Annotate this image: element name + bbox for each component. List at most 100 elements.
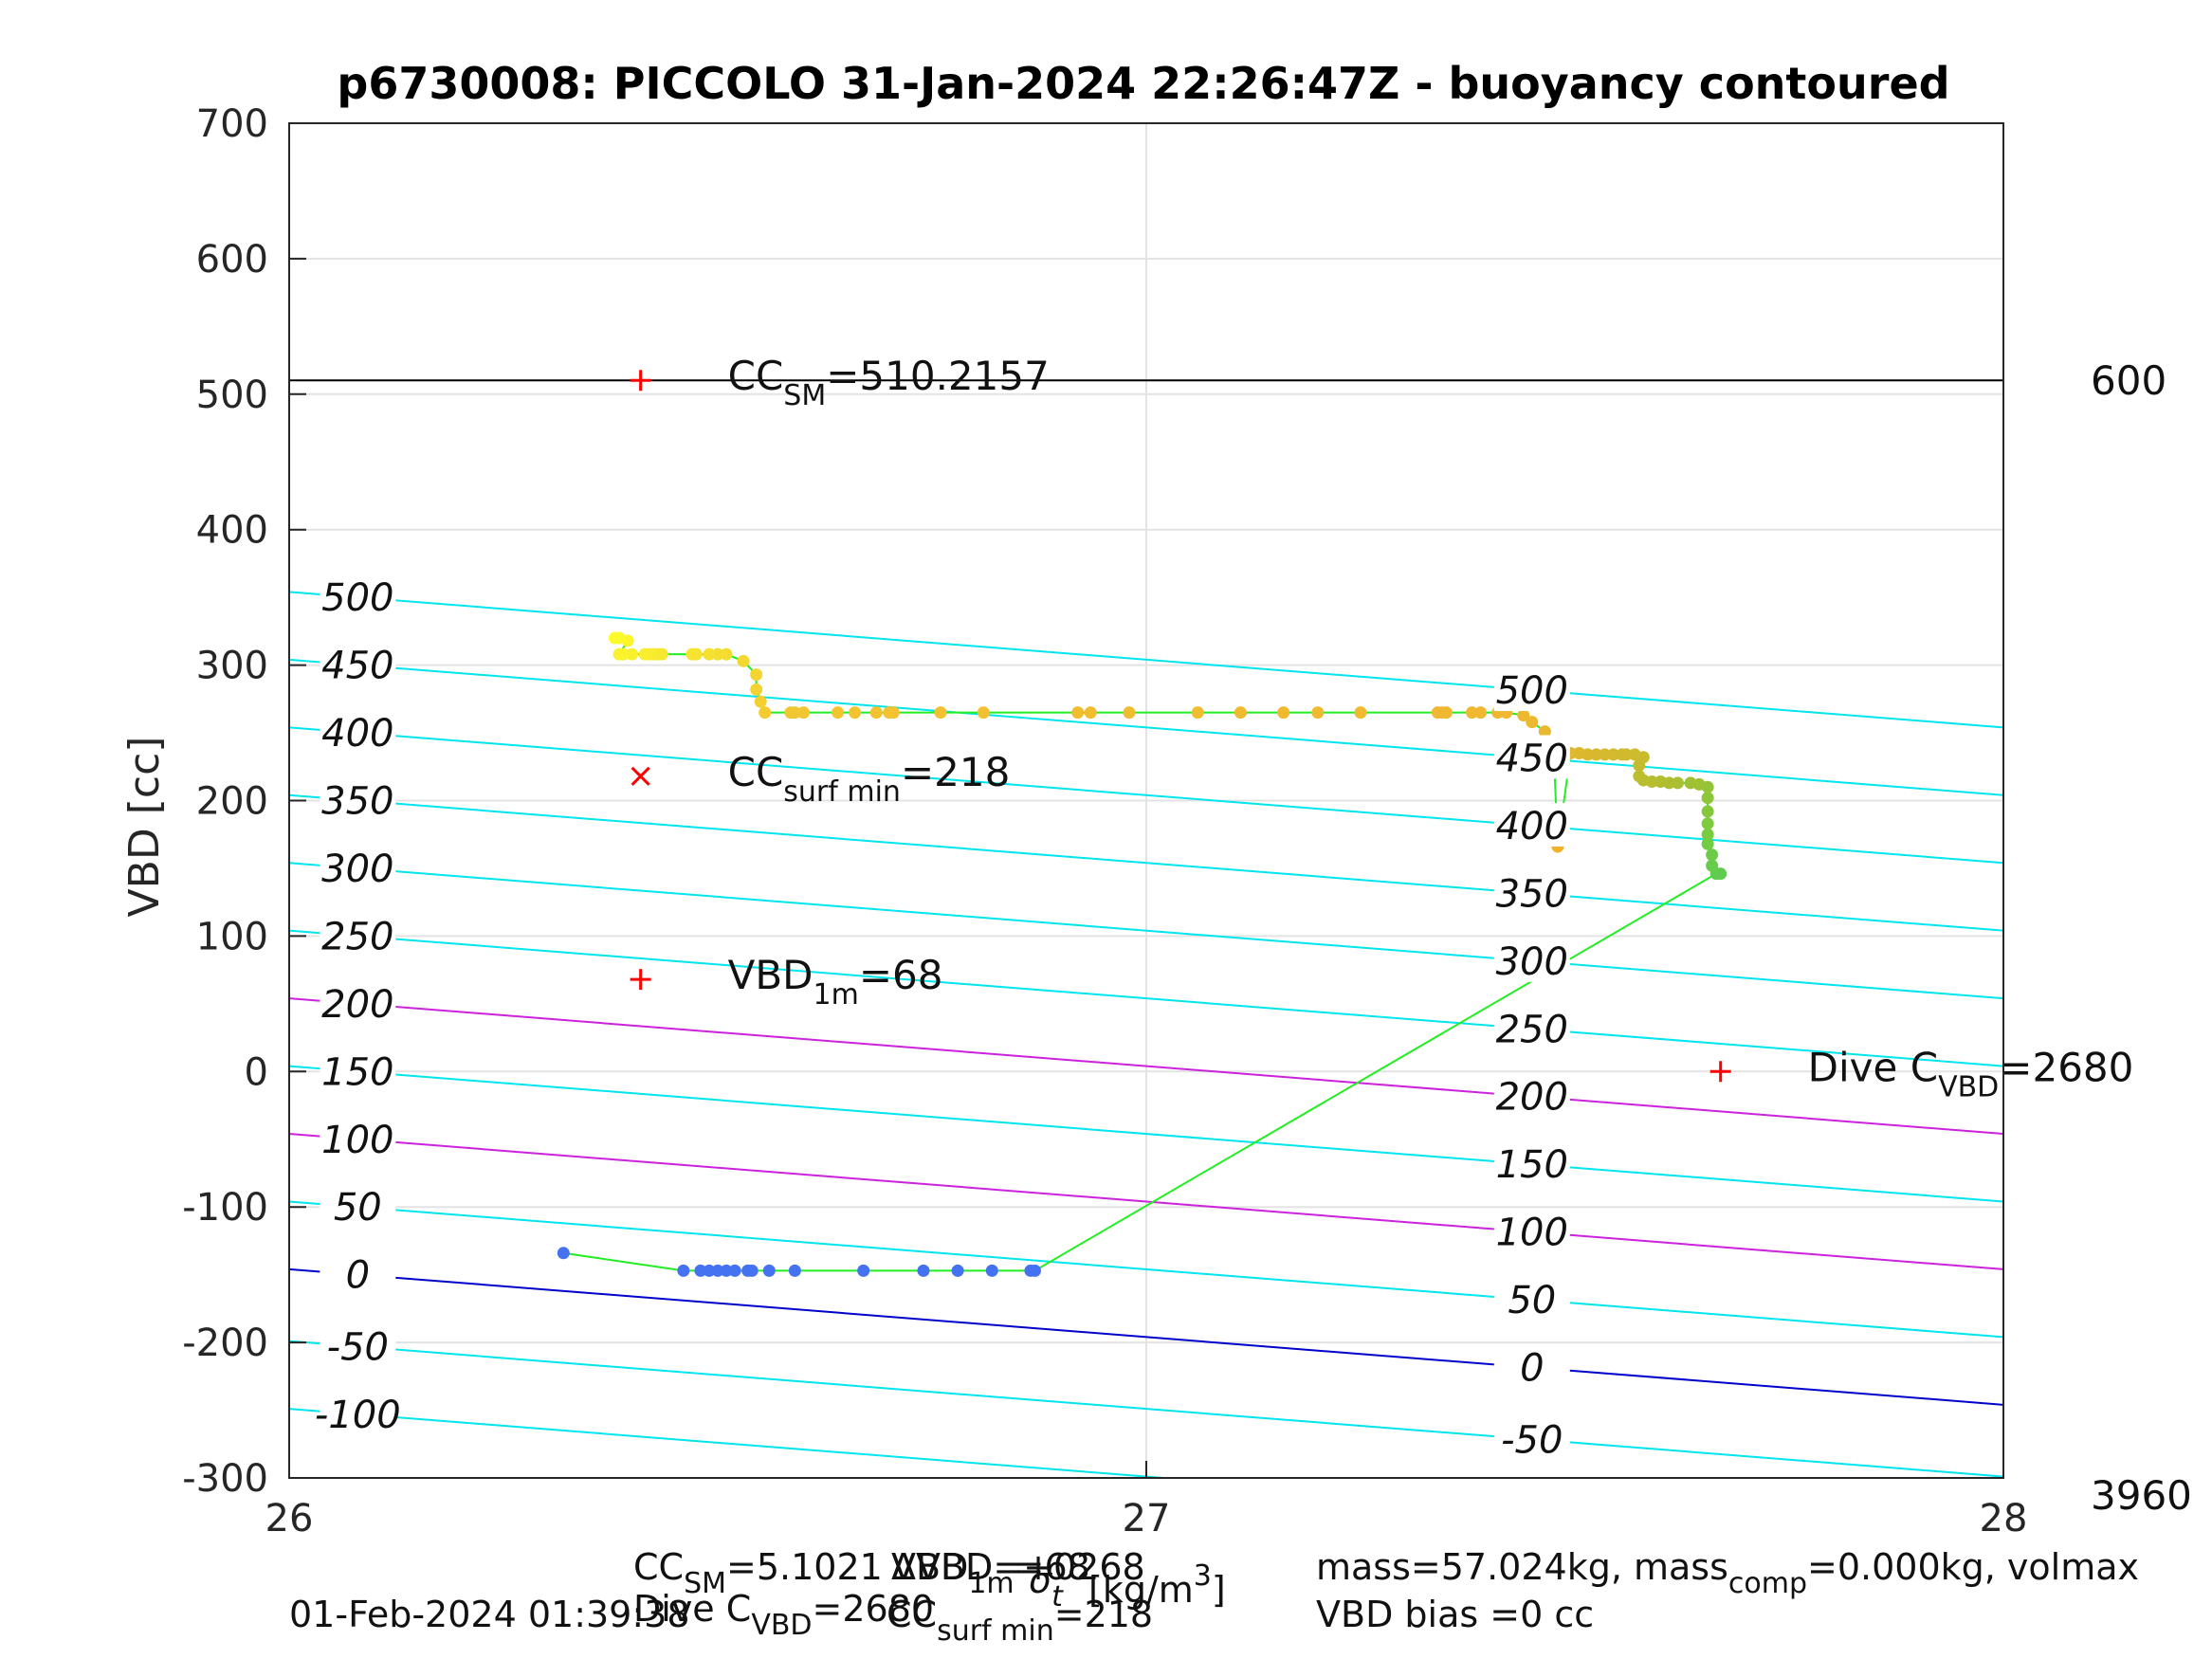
data-point (796, 706, 810, 720)
contour-label-450: 450 (321, 645, 393, 688)
data-point (703, 647, 716, 661)
data-point (720, 1264, 733, 1277)
data-point (677, 1264, 690, 1277)
contour-label-50: 50 (1508, 1279, 1556, 1322)
data-point (1701, 817, 1714, 830)
data-point (1123, 706, 1136, 720)
contour-label--50: -50 (327, 1325, 389, 1369)
contour-label-bg (320, 574, 396, 619)
data-point (1654, 775, 1667, 788)
contour-label-bg (1493, 802, 1570, 847)
contour-label-0: 0 (346, 1254, 370, 1298)
data-point (686, 647, 699, 661)
contour-label-500: 500 (321, 576, 393, 620)
footer-cc-surf-min: CCsurf min=218 (887, 1594, 1153, 1648)
plus-marker (630, 969, 651, 991)
data-point (750, 668, 763, 682)
data-point (1084, 706, 1097, 720)
contour-label-bg (1493, 667, 1570, 712)
contour-label-bg (1493, 1006, 1570, 1050)
contour-label-500: 500 (1496, 669, 1568, 713)
data-point (754, 695, 767, 708)
footer-line-1-right: mass=57.024kg, masscomp=0.000kg, volmax (1316, 1546, 2139, 1600)
contour-label-150: 150 (1496, 1143, 1568, 1187)
footer-date: 01-Feb-2024 01:39:38 (289, 1594, 690, 1635)
data-point (1671, 776, 1684, 790)
data-point (759, 706, 772, 720)
data-point (703, 1264, 716, 1277)
data-point (737, 654, 750, 667)
data-point (694, 1264, 707, 1277)
contour-label-bg (320, 642, 396, 686)
chart-title: p6730008: PICCOLO 31-Jan-2024 22:26:47Z … (337, 58, 1949, 109)
data-point (745, 1264, 759, 1277)
y-tick-label: 400 (196, 509, 268, 553)
contour-label-350: 350 (1496, 872, 1568, 916)
data-point (1628, 748, 1641, 761)
data-point (1526, 716, 1539, 729)
contour-label-300: 300 (1496, 940, 1568, 984)
contour-label-bg (320, 1391, 396, 1435)
annotation-label: CCsurf min=218 (728, 749, 1011, 809)
data-point (1191, 706, 1204, 720)
y-tick-label: -200 (182, 1322, 268, 1365)
y-axis-label: VBD [cc] (120, 737, 169, 918)
contour-label-bg (1493, 1073, 1570, 1118)
contour-label-bg (1493, 1209, 1570, 1253)
y-tick-label: 500 (196, 374, 268, 417)
contour-labels: -100-50050100150200250300350400450500-50… (315, 574, 1570, 1462)
contour-label-350: 350 (321, 780, 393, 824)
footer-vbd-bias: VBD bias =0 cc (1316, 1594, 1594, 1635)
footer-line-1-left: CCSM=5.1021 (633, 1546, 883, 1600)
contour-line-400 (289, 726, 2003, 865)
data-point (762, 1264, 776, 1277)
data-point (1573, 746, 1586, 759)
contour-line-500 (289, 591, 2003, 729)
contour-label--50: -50 (1501, 1418, 1563, 1462)
data-point (720, 647, 733, 661)
data-point (1706, 848, 1719, 862)
data-point (934, 706, 947, 720)
contour-label-bg (320, 845, 396, 889)
y-tick-label: 200 (196, 780, 268, 824)
y-tick-label: 300 (196, 645, 268, 688)
contour-label-250: 250 (1496, 1008, 1568, 1051)
data-point (832, 706, 845, 720)
data-point (612, 647, 626, 661)
data-point (609, 631, 622, 645)
contour-label-250: 250 (321, 915, 393, 958)
data-point (728, 1264, 741, 1277)
contour-label-100: 100 (1496, 1212, 1568, 1255)
data-point (1474, 706, 1488, 720)
x-tick-label: 27 (1123, 1497, 1171, 1540)
data-point (849, 706, 862, 720)
data-point (1616, 748, 1629, 761)
contour-label-300: 300 (321, 848, 393, 891)
data-point (711, 647, 724, 661)
contour-line-250 (289, 929, 2003, 1067)
data-point (638, 647, 651, 661)
data-point (1633, 770, 1646, 783)
footer-sigma-label: σt (1029, 1559, 1064, 1613)
data-point (626, 647, 639, 661)
data-point (1607, 748, 1620, 761)
x-tick-label: 26 (265, 1497, 314, 1540)
plus-marker (630, 370, 651, 392)
data-point (1071, 706, 1085, 720)
contour-label-50: 50 (334, 1186, 382, 1230)
contour-label-0: 0 (1520, 1347, 1544, 1391)
x-tick-label: 28 (1980, 1497, 2028, 1540)
data-point (917, 1264, 930, 1277)
data-point (1466, 706, 1479, 720)
data-point (1714, 867, 1728, 881)
reference-right-label-bottom: 3960 (2091, 1472, 2192, 1519)
contour-label-150: 150 (321, 1050, 393, 1094)
contour-label-bg (320, 1048, 396, 1093)
data-point (711, 1264, 724, 1277)
data-point (985, 1264, 998, 1277)
contour-label-bg (1493, 1344, 1570, 1389)
data-point (1028, 1264, 1041, 1277)
y-tick-label: 0 (245, 1050, 268, 1094)
